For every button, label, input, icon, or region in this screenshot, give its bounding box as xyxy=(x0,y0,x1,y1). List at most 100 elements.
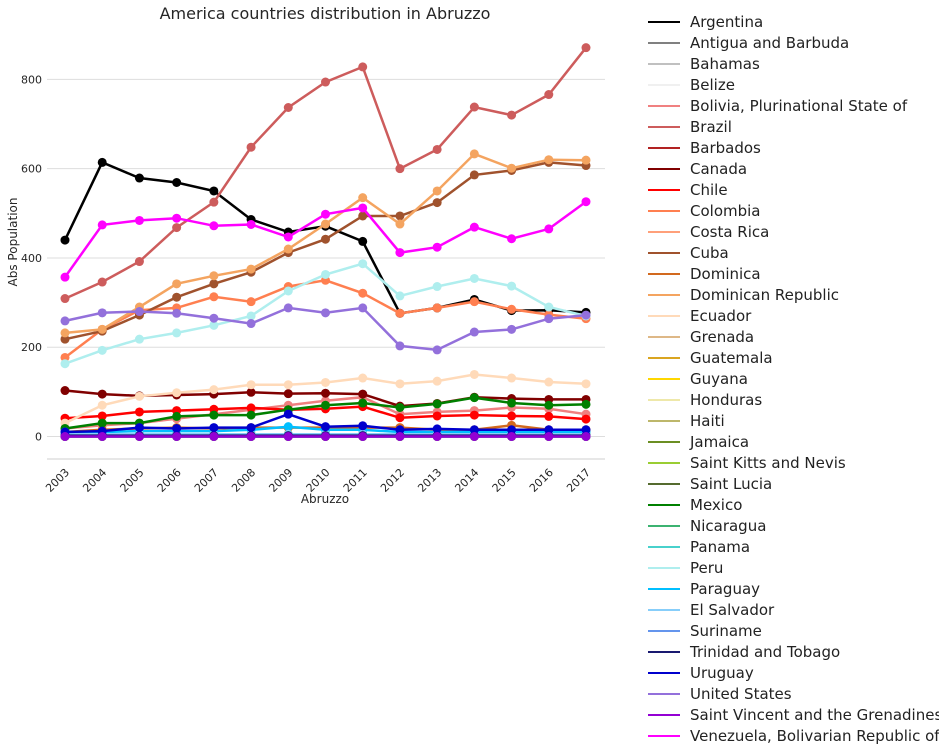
data-point xyxy=(432,242,442,252)
legend-item: Venezuela, Bolivarian Republic of xyxy=(648,725,939,746)
data-point xyxy=(544,400,554,410)
data-point xyxy=(432,198,442,208)
legend-item: Colombia xyxy=(648,200,939,221)
data-point xyxy=(581,432,591,441)
legend-swatch xyxy=(648,188,680,191)
legend-swatch xyxy=(648,671,680,674)
data-point xyxy=(395,432,405,441)
legend-item: Nicaragua xyxy=(648,515,939,536)
series-lines xyxy=(60,43,591,441)
x-tick-label: 2008 xyxy=(229,466,258,495)
legend-swatch xyxy=(648,524,680,527)
legend-item: Bahamas xyxy=(648,53,939,74)
legend-swatch xyxy=(648,230,680,233)
legend-item: Dominican Republic xyxy=(648,284,939,305)
data-point xyxy=(432,376,442,386)
legend-swatch xyxy=(648,146,680,149)
x-tick-label: 2009 xyxy=(266,466,295,495)
legend-label: Cuba xyxy=(690,243,729,262)
data-point xyxy=(507,425,517,435)
data-point xyxy=(581,43,591,53)
legend-label: Bolivia, Plurinational State of xyxy=(690,96,908,115)
data-point xyxy=(60,235,70,245)
data-point xyxy=(60,316,70,326)
x-tick-label: 2012 xyxy=(378,466,407,495)
data-point xyxy=(358,398,368,408)
y-tick-label: 0 xyxy=(35,431,42,444)
data-point xyxy=(172,292,182,302)
data-point xyxy=(172,411,182,421)
data-point xyxy=(172,223,182,233)
data-point xyxy=(395,425,405,435)
data-point xyxy=(544,155,554,165)
legend-item: Mexico xyxy=(648,494,939,515)
legend-swatch xyxy=(648,734,680,737)
legend-label: El Salvador xyxy=(690,600,775,619)
legend-item: Dominica xyxy=(648,263,939,284)
data-point xyxy=(97,418,107,428)
legend-swatch xyxy=(648,503,680,506)
data-point xyxy=(321,234,330,244)
data-point xyxy=(60,272,70,282)
data-point xyxy=(209,313,219,323)
y-grid-and-ticks: 0 200 400 600 800 xyxy=(21,73,605,444)
legend-label: Dominican Republic xyxy=(690,285,840,304)
data-point xyxy=(395,341,405,351)
data-point xyxy=(246,380,256,390)
legend-swatch xyxy=(648,398,680,401)
legend-item: Ecuador xyxy=(648,305,939,326)
legend-swatch xyxy=(648,314,680,317)
y-tick-label: 600 xyxy=(21,163,42,176)
data-point xyxy=(209,410,219,420)
data-point xyxy=(172,279,182,289)
legend-item: Argentina xyxy=(648,11,939,32)
data-point xyxy=(97,277,107,287)
data-point xyxy=(246,432,256,441)
x-tick-label: 2010 xyxy=(304,466,333,495)
data-point xyxy=(246,423,256,433)
data-point xyxy=(321,422,330,432)
series-ecuador xyxy=(60,369,591,428)
legend-item: Uruguay xyxy=(648,662,939,683)
data-point xyxy=(469,425,479,435)
legend-item: Grenada xyxy=(648,326,939,347)
legend-swatch xyxy=(648,272,680,275)
data-point xyxy=(581,197,591,207)
legend-item: Honduras xyxy=(648,389,939,410)
legend-label: Colombia xyxy=(690,201,761,220)
data-point xyxy=(172,177,182,187)
data-point xyxy=(321,432,330,441)
legend-swatch xyxy=(648,608,680,611)
data-point xyxy=(581,379,591,389)
data-point xyxy=(321,219,330,229)
legend-item: Canada xyxy=(648,158,939,179)
legend-label: Barbados xyxy=(690,138,761,157)
legend-label: Brazil xyxy=(690,117,732,136)
legend-swatch xyxy=(648,545,680,548)
legend-label: Nicaragua xyxy=(690,516,767,535)
data-point xyxy=(544,432,554,441)
series-saint-vincent-and-the-grenadines xyxy=(60,432,591,441)
x-tick-label: 2016 xyxy=(527,466,556,495)
series-brazil xyxy=(60,43,591,304)
data-point xyxy=(469,432,479,441)
legend-item: Guatemala xyxy=(648,347,939,368)
legend: Argentina Antigua and Barbuda Bahamas Beliz… xyxy=(648,11,939,746)
legend-label: Guatemala xyxy=(690,348,773,367)
data-point xyxy=(283,303,293,313)
data-point xyxy=(172,423,182,433)
legend-label: Costa Rica xyxy=(690,222,770,241)
data-point xyxy=(507,324,517,334)
data-point xyxy=(134,432,144,441)
x-tick-label: 2006 xyxy=(155,466,184,495)
legend-item: Belize xyxy=(648,74,939,95)
legend-item: Brazil xyxy=(648,116,939,137)
data-point xyxy=(172,213,182,223)
data-point xyxy=(321,400,330,410)
data-point xyxy=(97,324,107,334)
legend-item: Jamaica xyxy=(648,431,939,452)
legend-swatch xyxy=(648,482,680,485)
series-united-states xyxy=(60,303,591,355)
legend-item: Chile xyxy=(648,179,939,200)
